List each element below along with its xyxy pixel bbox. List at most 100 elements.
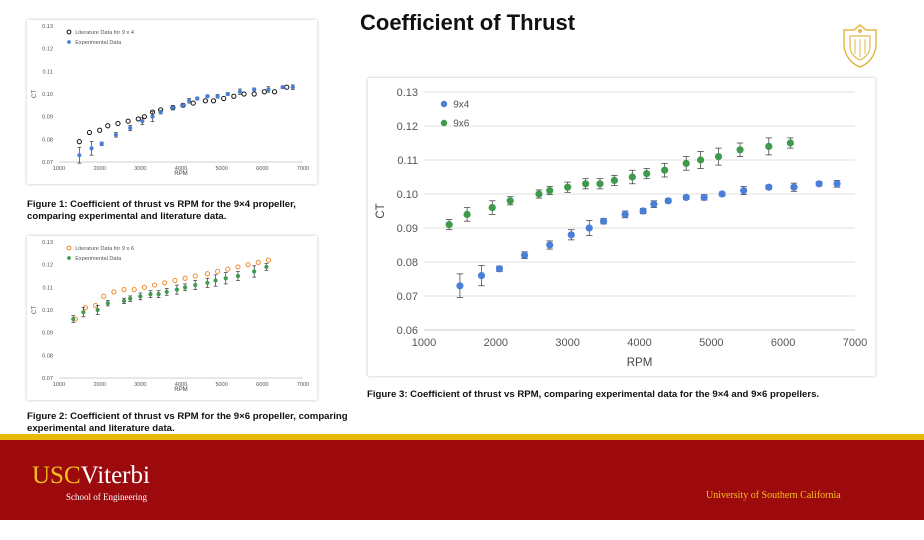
legend-marker [440, 100, 448, 108]
footer-gold-line [0, 434, 924, 440]
data-point [639, 207, 647, 215]
data-point [264, 264, 269, 270]
y-tick-label: 0.12 [42, 263, 53, 269]
x-tick-label: 5000 [215, 382, 227, 388]
data-point [162, 280, 168, 286]
data-point [564, 183, 572, 191]
data-point [650, 200, 658, 208]
data-point [125, 118, 131, 124]
data-point [223, 276, 228, 281]
data-point [76, 139, 82, 145]
legend-label: Experimental Data [75, 40, 122, 46]
y-tick-label: 0.12 [397, 121, 418, 133]
data-point [682, 193, 690, 201]
data-point [643, 170, 651, 178]
data-point [610, 176, 618, 184]
data-point [192, 273, 198, 279]
data-point [131, 287, 137, 293]
data-point [237, 89, 243, 94]
x-tick-label: 3000 [134, 166, 146, 172]
x-tick-label: 7000 [297, 166, 309, 172]
data-point [121, 298, 127, 304]
legend-label: 9x4 [453, 100, 470, 111]
data-point [682, 159, 690, 167]
y-tick-label: 0.13 [397, 87, 418, 99]
data-point [596, 180, 604, 188]
data-point [190, 100, 196, 106]
y-tick-label: 0.08 [397, 257, 418, 269]
data-point [252, 269, 257, 274]
data-point [140, 119, 145, 124]
x-tick-label: 4000 [175, 382, 187, 388]
x-tick-label: 4000 [175, 166, 187, 172]
data-point [266, 87, 271, 92]
y-tick-label: 0.07 [42, 160, 53, 166]
y-tick-label: 0.07 [397, 291, 418, 303]
data-point [231, 93, 237, 99]
data-point [235, 273, 241, 279]
data-point [700, 193, 708, 201]
legend-marker [66, 245, 72, 251]
data-point [210, 98, 217, 104]
x-axis-title: RPM [174, 170, 188, 177]
y-tick-label: 0.07 [42, 376, 53, 382]
x-tick-label: 4000 [627, 337, 651, 349]
data-point [714, 153, 723, 161]
x-tick-label: 5000 [215, 166, 227, 172]
data-point [135, 116, 141, 122]
y-tick-label: 0.06 [397, 325, 418, 337]
data-point [115, 120, 121, 127]
data-point [477, 272, 486, 280]
data-point [833, 180, 841, 188]
data-point [156, 292, 161, 297]
figure-1-chart: 0.07 0.08 0.09 0.10 0.11 0.12 0.13 1000 2000 3000… [31, 24, 309, 177]
data-point [225, 91, 230, 97]
x-tick-label: 3000 [555, 337, 579, 349]
figure-2-chart: 0.07 0.08 0.09 0.10 0.11 0.12 0.13 1000 2000 3000… [31, 240, 309, 393]
y-axis-title: CT [31, 90, 38, 98]
data-point [740, 187, 748, 195]
data-point [111, 289, 117, 295]
data-point [736, 146, 744, 154]
data-point [546, 241, 554, 249]
y-tick-label: 0.11 [397, 155, 418, 167]
x-tick-label: 2000 [484, 337, 508, 349]
figure-2-panel: 0.07 0.08 0.09 0.10 0.11 0.12 0.13 1000 2000 3000… [27, 236, 317, 400]
data-point [204, 271, 211, 277]
y-tick-label: 0.09 [42, 331, 53, 337]
data-point [696, 156, 705, 164]
legend-label: Literature Data for 9 x 6 [75, 246, 134, 252]
data-point [164, 289, 169, 294]
school-name: School of Engineering [66, 492, 147, 502]
data-point [546, 187, 554, 195]
data-point [280, 85, 285, 90]
data-point [97, 127, 103, 133]
data-point [150, 114, 155, 119]
logo-usc: USC [32, 462, 81, 489]
data-point [284, 84, 290, 90]
y-axis-title: CT [31, 306, 38, 314]
logo-viterbi: Viterbi [80, 462, 150, 489]
data-point [445, 221, 453, 229]
data-point [786, 139, 794, 147]
figure-3-chart: 0.06 0.07 0.08 0.09 0.10 0.11 0.12 0.13 1000 2000… [375, 87, 867, 369]
y-tick-label: 0.11 [43, 285, 53, 291]
data-point [182, 285, 188, 290]
footer-bar: USCViterbi School of Engineering Univers… [0, 440, 924, 520]
data-point [213, 278, 218, 283]
data-point [215, 94, 220, 99]
data-point [128, 296, 133, 301]
y-tick-label: 0.11 [43, 69, 53, 75]
legend-marker [440, 119, 448, 127]
data-point [463, 210, 471, 218]
figure-1-caption: Figure 1: Coefficient of thrust vs RPM f… [27, 199, 296, 223]
data-point [141, 284, 148, 290]
y-tick-label: 0.10 [397, 189, 418, 201]
data-point [235, 264, 241, 270]
x-tick-label: 5000 [699, 337, 723, 349]
x-tick-label: 1000 [412, 337, 436, 349]
data-point [182, 275, 188, 281]
data-point [261, 89, 267, 95]
university-name: University of Southern California [706, 490, 841, 501]
data-point [174, 287, 180, 292]
